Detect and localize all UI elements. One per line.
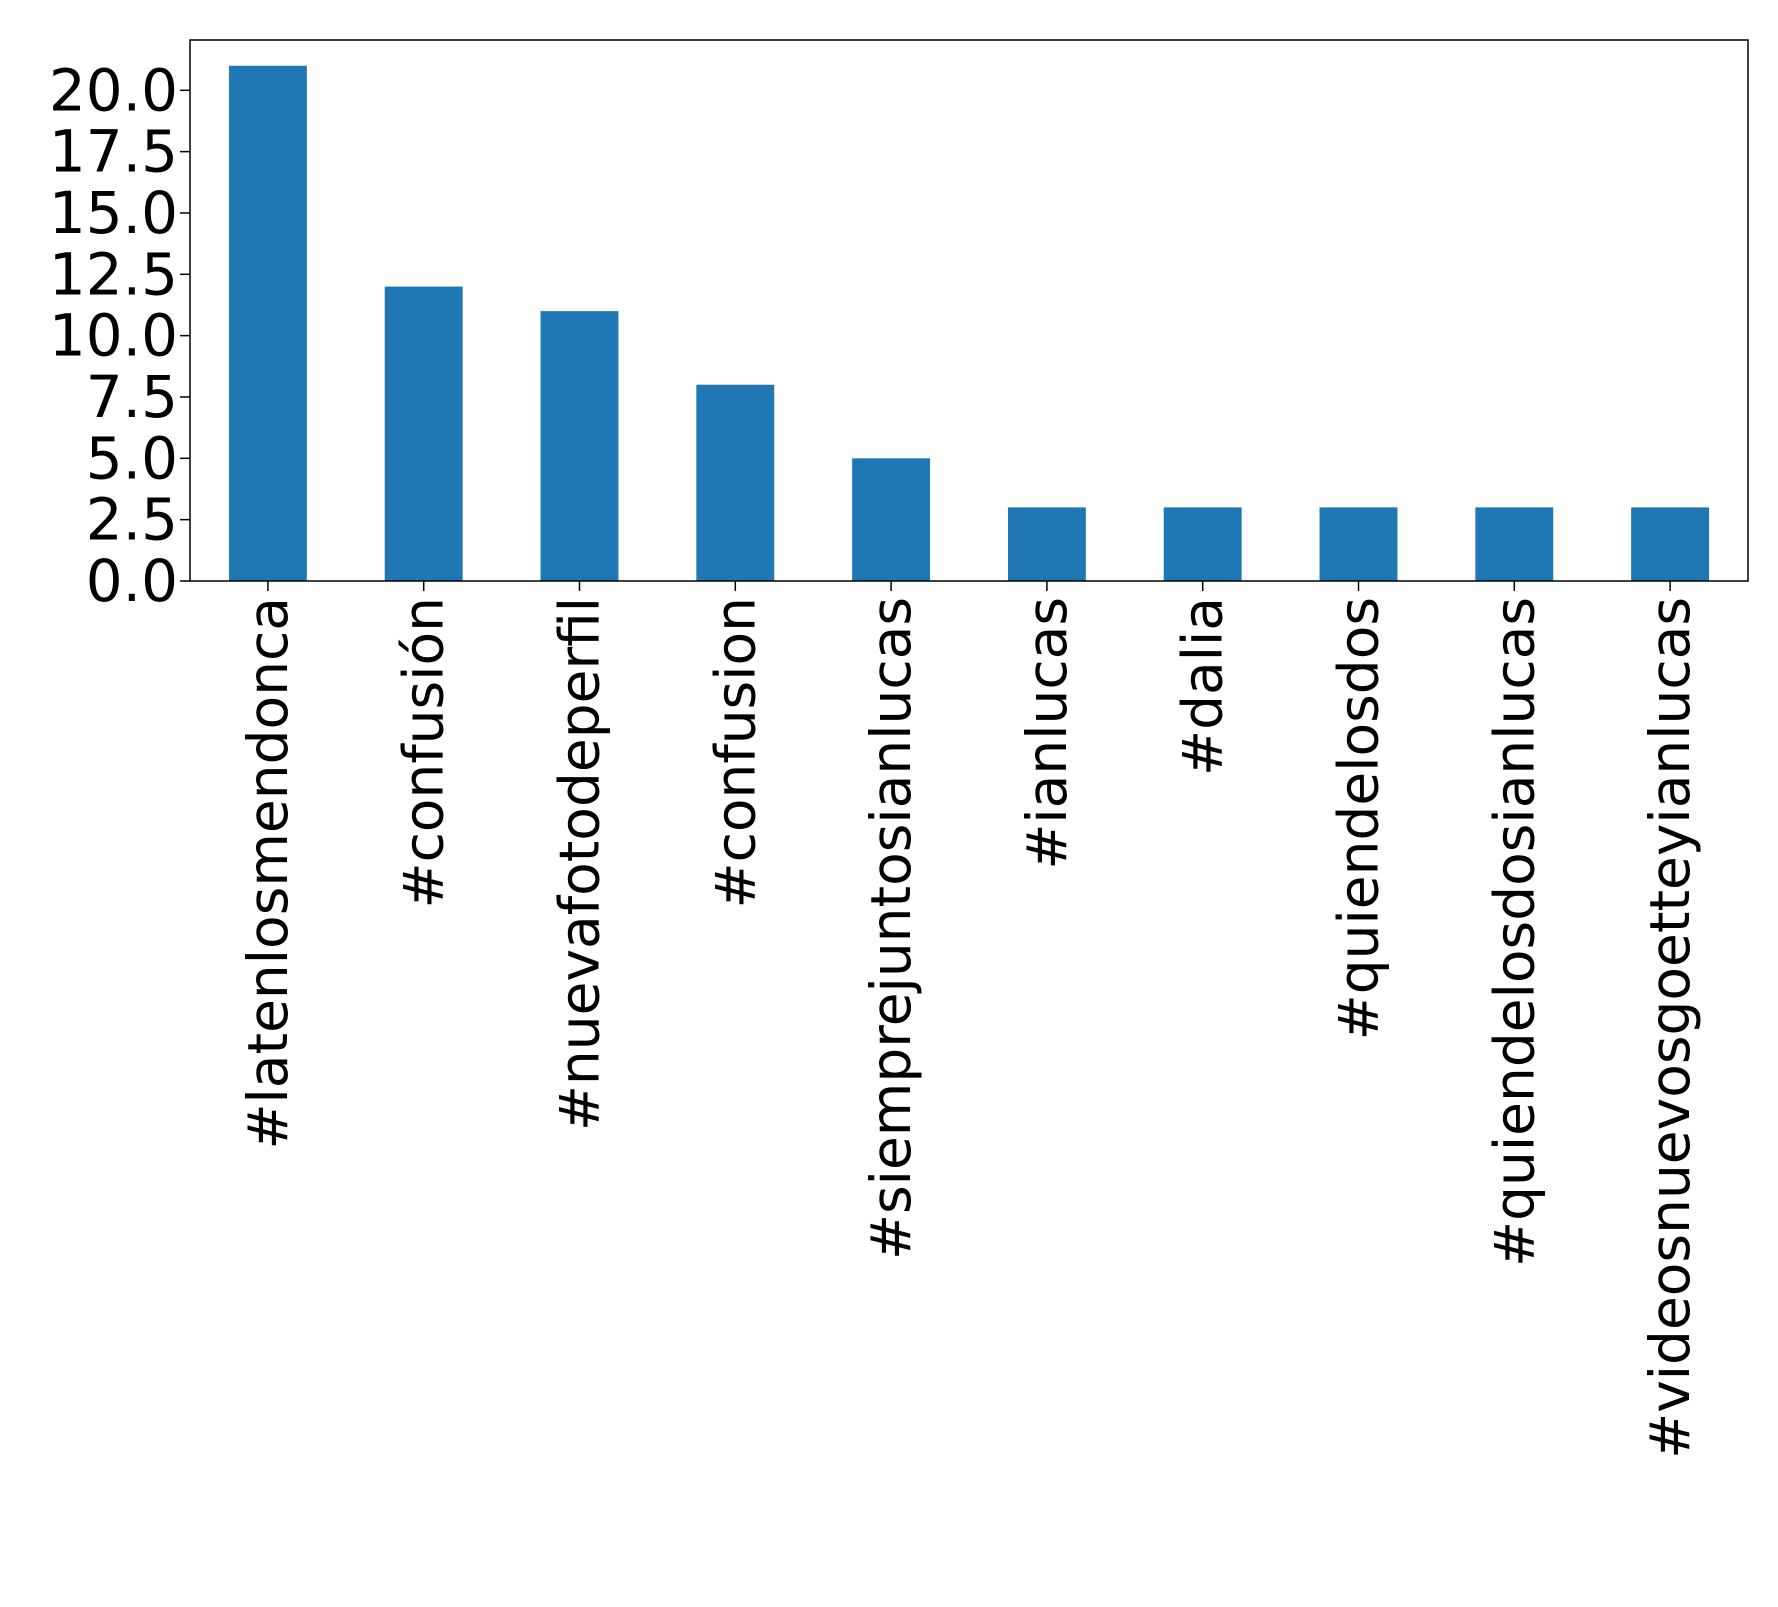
- x-tick-label: #latenlosmendonca: [236, 597, 300, 1150]
- bar: [384, 286, 463, 581]
- y-tick-label: 20.0: [49, 56, 178, 124]
- y-tick-label: 0.0: [86, 547, 178, 615]
- y-tick-label: 17.5: [49, 118, 178, 186]
- x-tick-label: #quiendelosdos: [1327, 597, 1391, 1040]
- x-axis: #latenlosmendonca #confusión #nuevafotodep…: [236, 581, 1702, 1459]
- x-tick-label: #videosnuevosgoetteyianlucas: [1638, 597, 1702, 1459]
- y-tick-label: 7.5: [86, 363, 178, 431]
- bar: [540, 311, 619, 581]
- x-tick-label: #confusion: [703, 597, 767, 909]
- y-tick-label: 12.5: [49, 240, 178, 308]
- x-tick-label: #siemprejuntosianlucas: [859, 597, 923, 1260]
- bar: [852, 458, 931, 581]
- y-tick-label: 5.0: [86, 424, 178, 492]
- bar: [1163, 507, 1242, 581]
- bar: [696, 384, 775, 581]
- y-tick-label: 15.0: [49, 179, 178, 247]
- bar: [1319, 507, 1398, 581]
- x-tick-label: #ianlucas: [1015, 597, 1079, 870]
- bars: [228, 65, 1710, 581]
- x-tick-label: #dalia: [1171, 597, 1235, 776]
- y-axis: 0.02.55.07.510.012.515.017.520.0: [49, 56, 190, 615]
- x-tick-label: #confusión: [392, 597, 456, 909]
- bar: [1007, 507, 1086, 581]
- bar: [1475, 507, 1554, 581]
- y-tick-label: 2.5: [86, 486, 178, 554]
- bar: [228, 65, 307, 581]
- bar: [1631, 507, 1710, 581]
- plot-frame: [189, 39, 1749, 582]
- y-tick-label: 10.0: [49, 302, 178, 370]
- x-tick-label: #nuevafotodeperfil: [548, 597, 612, 1131]
- x-tick-label: #quiendelosdosianlucas: [1482, 597, 1546, 1267]
